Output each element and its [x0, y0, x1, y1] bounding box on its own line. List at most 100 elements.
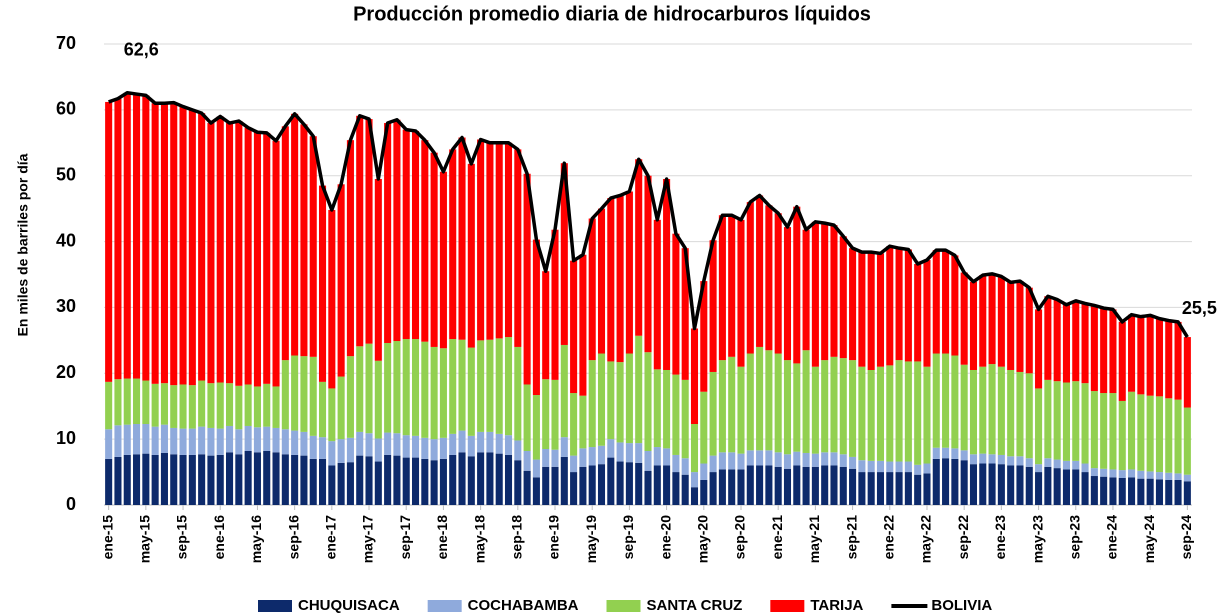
bar-segment [886, 365, 894, 462]
bar-segment [188, 454, 196, 505]
bar-segment [849, 360, 857, 457]
bar-segment [1100, 393, 1108, 469]
bar-segment [997, 454, 1005, 465]
bar-segment [328, 209, 336, 389]
bar-segment [811, 453, 819, 467]
bar-segment [765, 450, 773, 466]
bar-segment [244, 450, 252, 505]
bar-segment [179, 428, 187, 455]
bar-segment [979, 366, 987, 454]
bar-segment [1137, 470, 1145, 479]
bar-segment [746, 465, 754, 505]
bar-segment [663, 369, 671, 449]
bar-segment [514, 460, 522, 505]
bar-segment [421, 140, 429, 342]
bar-segment [811, 466, 819, 505]
bar-segment [300, 431, 308, 456]
bar-segment [681, 379, 689, 459]
value-label: 62,6 [124, 39, 159, 59]
bar-segment [328, 441, 336, 466]
bar-segment [244, 425, 252, 451]
bar-segment [1025, 373, 1033, 459]
bar-segment [309, 435, 317, 459]
bar-segment [1025, 466, 1033, 505]
bar-segment [486, 339, 494, 432]
bar-segment [411, 130, 420, 340]
bar-segment [551, 229, 559, 380]
bar-segment [532, 477, 540, 505]
bar-segment [421, 437, 429, 459]
bar-segment [504, 454, 513, 505]
bar-segment [300, 124, 308, 357]
total-line [108, 90, 1189, 338]
bar-segment [216, 428, 224, 455]
bar-segment [458, 137, 466, 340]
bar-segment [932, 250, 940, 354]
bar-segment [551, 449, 559, 467]
bar-segment [1016, 371, 1024, 457]
bar-segment [951, 255, 959, 356]
bar-segment [765, 350, 773, 451]
bar-segment [607, 361, 615, 440]
bar-segment [337, 184, 345, 377]
bar-segment [746, 202, 754, 354]
bar-segment [849, 456, 857, 469]
bar-segment [263, 383, 271, 427]
bar-segment [114, 98, 122, 380]
bar-segment [430, 346, 438, 440]
bar-segment [477, 139, 485, 341]
bar-segment [402, 435, 410, 458]
bar-segment [737, 219, 745, 367]
bar-segment [226, 123, 234, 384]
bar-segment [1109, 477, 1117, 505]
bar-segment [207, 427, 215, 456]
bar-segment [393, 119, 401, 342]
bar-segment [244, 127, 252, 385]
bar-segment [1155, 472, 1163, 480]
bar-segment [663, 448, 671, 466]
bar-segment [1118, 400, 1126, 471]
bar-segment [597, 445, 606, 465]
bar-segment [644, 175, 652, 353]
bar-segment [1035, 464, 1043, 473]
bar-segment [272, 386, 280, 428]
bar-segment [1146, 395, 1154, 472]
bar-segment [235, 454, 243, 505]
bar-segment [133, 378, 141, 424]
bar-segment [1007, 282, 1015, 370]
bar-segment [514, 346, 522, 441]
bar-segment [226, 425, 234, 453]
bar-segment [570, 260, 578, 394]
y-tick-label: 0 [66, 494, 76, 514]
bar-segment [635, 462, 643, 505]
bar-segment [756, 465, 764, 505]
y-tick-label: 30 [56, 296, 76, 316]
bar-segment [411, 457, 420, 505]
bar-segment [1128, 314, 1136, 392]
bar-segment [337, 462, 345, 505]
bar-segment [811, 221, 819, 367]
bar-segment [802, 452, 810, 467]
bar-segment [746, 450, 754, 466]
bar-segment [551, 466, 559, 505]
bar-segment [272, 427, 280, 453]
bar-segment [886, 246, 894, 366]
bar-segment [876, 472, 885, 505]
bar-segment [1072, 300, 1080, 382]
bar-segment [291, 454, 299, 505]
bar-segment [253, 452, 261, 505]
bar-segment [923, 473, 931, 505]
bar-segment [384, 123, 392, 343]
bar-segment [988, 454, 996, 464]
bar-segment [123, 454, 131, 505]
bar-segment [793, 206, 801, 364]
bar-segment [170, 454, 178, 505]
bar-segment [114, 379, 122, 426]
bar-segment [151, 426, 159, 455]
bar-segment [1137, 394, 1145, 471]
bar-segment [198, 426, 206, 455]
bar-segment [588, 360, 596, 448]
bar-segment [914, 474, 922, 505]
bar-segment [1128, 469, 1136, 478]
bar-segment [458, 452, 466, 505]
